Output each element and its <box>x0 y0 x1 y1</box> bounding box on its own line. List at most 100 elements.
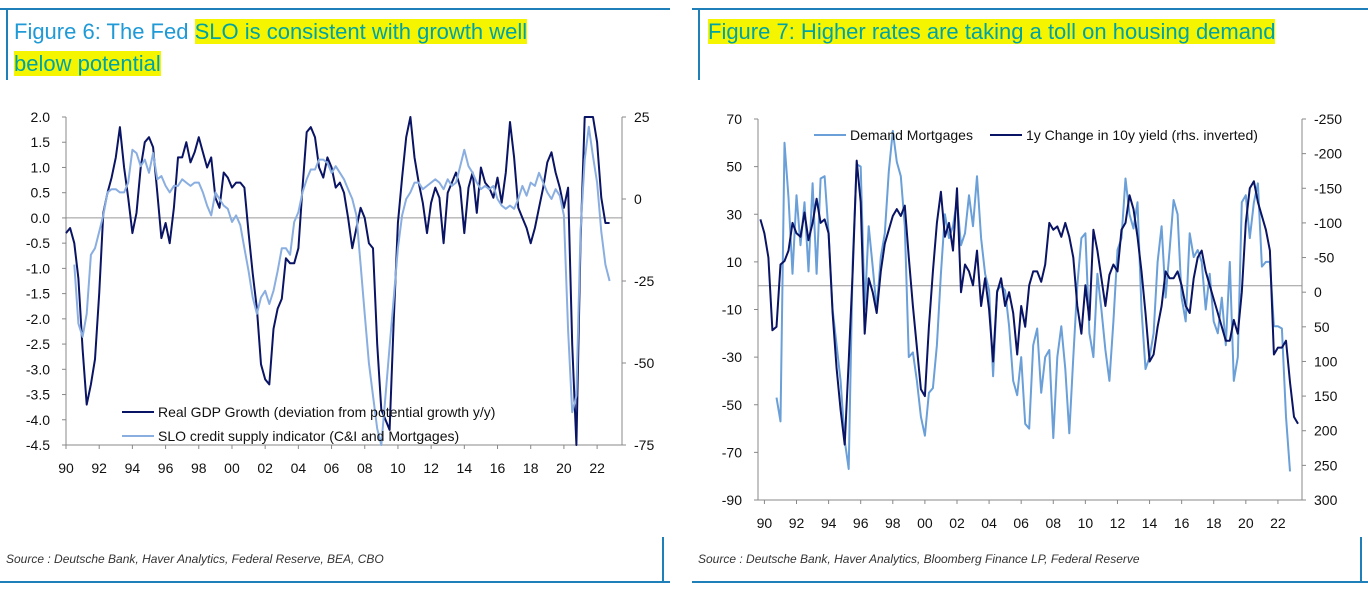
y-right-tick-label: -75 <box>634 437 654 453</box>
figure-6-chart: 2.0 1.5 1.0 0.5 0.0 -0.5 -1.0 -1.5 -2.0 -2.5 -3.0 -… <box>26 109 655 476</box>
x-tick-label: 08 <box>1045 515 1061 531</box>
figure-7-panel: Figure 7: Higher rates are taking a toll… <box>692 0 1368 596</box>
x-tick-label: 12 <box>1110 515 1126 531</box>
frame-left-rule <box>698 8 700 80</box>
frame-right-rule <box>662 537 664 583</box>
frame-bottom-rule <box>692 581 1368 583</box>
y-right-tick-label: 300 <box>1314 492 1338 508</box>
y-left-tick-label: 2.0 <box>31 109 51 125</box>
y-right-tick-label: -250 <box>1314 111 1342 127</box>
y-left-tick-label: 1.0 <box>31 159 51 175</box>
y-right-tick-label: 25 <box>634 109 650 125</box>
y-left-tick-label: -1.0 <box>26 260 50 276</box>
y-right-tick-label: 100 <box>1314 353 1338 369</box>
x-tick-label: 16 <box>490 460 506 476</box>
y-right-tick-label: -150 <box>1314 180 1342 196</box>
y-left-tick-label: -50 <box>722 397 742 413</box>
y-left-tick-label: 30 <box>726 206 742 222</box>
x-tick-label: 92 <box>91 460 107 476</box>
y-left-tick-label: -1.5 <box>26 286 50 302</box>
title-highlight-2: below potential <box>14 51 161 76</box>
figure-7-chart: 70 50 30 10 -10 -30 -50 -70 -90 -250 -200 -150 -100 -… <box>722 111 1342 531</box>
y-right-tick-label: 0 <box>634 191 642 207</box>
x-tick-label: 96 <box>853 515 869 531</box>
x-tick-label: 14 <box>1142 515 1158 531</box>
x-tick-label: 08 <box>357 460 373 476</box>
x-tick-label: 94 <box>125 460 141 476</box>
series-line-2 <box>73 125 611 446</box>
y-left-tick-label: -2.0 <box>26 311 50 327</box>
y-left-tick-label: 1.5 <box>31 134 51 150</box>
series-line-1 <box>65 116 610 446</box>
y-left-tick-label: -3.0 <box>26 361 50 377</box>
frame-top-rule <box>0 8 670 10</box>
x-tick-label: 94 <box>821 515 837 531</box>
x-tick-label: 04 <box>291 460 307 476</box>
x-tick-label: 20 <box>556 460 572 476</box>
x-tick-label: 10 <box>390 460 406 476</box>
title-highlight-1: SLO is consistent with growth well <box>194 19 528 44</box>
x-tick-label: 20 <box>1238 515 1254 531</box>
y-left-tick-label: 10 <box>726 254 742 270</box>
figure-6-panel: Figure 6: The Fed SLO is consistent with… <box>0 0 670 596</box>
x-tick-label: 14 <box>457 460 473 476</box>
x-tick-label: 22 <box>589 460 605 476</box>
y-left-tick-label: -70 <box>722 444 742 460</box>
x-tick-label: 06 <box>324 460 340 476</box>
x-tick-label: 10 <box>1078 515 1094 531</box>
series-line-2 <box>759 159 1299 446</box>
y-right-tick-label: -200 <box>1314 146 1342 162</box>
y-right-tick-label: -50 <box>634 355 654 371</box>
y-right-tick-label: 200 <box>1314 423 1338 439</box>
y-left-tick-label: 50 <box>726 159 742 175</box>
y-left-tick-label: -4.0 <box>26 412 50 428</box>
x-tick-label: 90 <box>58 460 74 476</box>
y-left-tick-label: 0.0 <box>31 210 51 226</box>
y-right-tick-label: -25 <box>634 273 654 289</box>
frame-right-rule <box>1360 537 1362 583</box>
x-tick-label: 18 <box>523 460 539 476</box>
y-right-tick-label: 50 <box>1314 319 1330 335</box>
figure-6-source: Source : Deutsche Bank, Haver Analytics,… <box>6 552 384 566</box>
series-line-1 <box>775 129 1291 472</box>
x-tick-label: 98 <box>885 515 901 531</box>
legend-label-1: Demand Mortgages <box>850 127 973 143</box>
x-tick-label: 04 <box>981 515 997 531</box>
frame-top-rule <box>692 8 1368 10</box>
frame-left-rule <box>6 8 8 80</box>
x-tick-label: 92 <box>789 515 805 531</box>
legend-label-2: SLO credit supply indicator (C&I and Mor… <box>158 428 459 444</box>
y-right-tick-label: -50 <box>1314 250 1334 266</box>
y-right-tick-label: 250 <box>1314 457 1338 473</box>
y-right-tick-label: 150 <box>1314 388 1338 404</box>
x-tick-label: 00 <box>917 515 933 531</box>
x-tick-label: 12 <box>423 460 439 476</box>
x-tick-label: 98 <box>191 460 207 476</box>
x-tick-label: 06 <box>1013 515 1029 531</box>
legend-label-2: 1y Change in 10y yield (rhs. inverted) <box>1026 127 1258 143</box>
x-tick-label: 96 <box>158 460 174 476</box>
x-tick-label: 90 <box>757 515 773 531</box>
x-tick-label: 00 <box>224 460 240 476</box>
y-left-tick-label: -10 <box>722 302 742 318</box>
y-left-tick-label: -0.5 <box>26 235 50 251</box>
figure-6-title: Figure 6: The Fed SLO is consistent with… <box>14 16 528 80</box>
x-tick-label: 02 <box>257 460 273 476</box>
y-right-tick-label: -100 <box>1314 215 1342 231</box>
y-right-tick-label: 0 <box>1314 284 1322 300</box>
y-left-tick-label: -2.5 <box>26 336 50 352</box>
x-tick-label: 02 <box>949 515 965 531</box>
y-left-tick-label: -4.5 <box>26 437 50 453</box>
legend-label-1: Real GDP Growth (deviation from potentia… <box>158 404 495 420</box>
x-tick-label: 18 <box>1206 515 1222 531</box>
x-tick-label: 16 <box>1174 515 1190 531</box>
y-left-tick-label: 0.5 <box>31 185 51 201</box>
frame-bottom-rule <box>0 581 670 583</box>
title-plain: Figure 6: The Fed <box>14 19 195 44</box>
y-left-tick-label: -30 <box>722 349 742 365</box>
y-left-tick-label: -3.5 <box>26 387 50 403</box>
y-left-tick-label: -90 <box>722 492 742 508</box>
figure-7-title: Figure 7: Higher rates are taking a toll… <box>708 16 1276 48</box>
y-left-tick-label: 70 <box>726 111 742 127</box>
x-tick-label: 22 <box>1270 515 1286 531</box>
